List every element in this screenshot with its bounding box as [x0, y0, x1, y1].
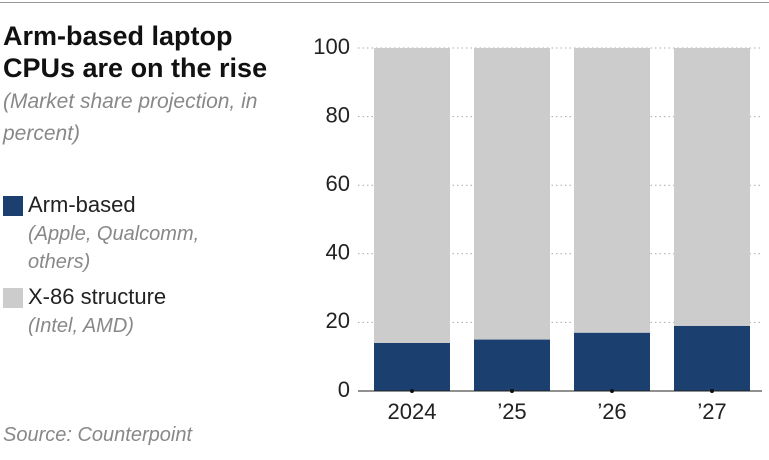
bar-segment [374, 342, 450, 391]
bar-segment [474, 48, 550, 340]
legend-description: (Apple, Qualcomm, others) [28, 223, 200, 273]
side-panel: Arm-based laptop CPUs are on the rise (M… [3, 20, 293, 346]
bar-segment [474, 339, 550, 391]
y-tick-label: 80 [326, 102, 350, 127]
bar-segment [674, 48, 750, 326]
x-tick-dot [510, 389, 514, 393]
top-rule [0, 2, 769, 3]
x-tick-dot [710, 389, 714, 393]
x-tick-dot [610, 389, 614, 393]
x-tick-dot [410, 389, 414, 393]
legend-item: X-86 structure (Intel, AMD) [3, 282, 293, 340]
legend-label: X-86 structure [28, 284, 167, 309]
y-tick-label: 40 [326, 240, 350, 265]
x-tick-label: 2024 [388, 399, 437, 424]
legend-swatch [3, 196, 23, 216]
y-tick-label: 60 [326, 171, 350, 196]
legend-text: Arm-based (Apple, Qualcomm, others) [28, 190, 258, 276]
chart-title: Arm-based laptop CPUs are on the rise [3, 21, 268, 83]
legend-label: Arm-based [28, 192, 136, 217]
bar-segment [374, 48, 450, 343]
legend-text: X-86 structure (Intel, AMD) [28, 282, 258, 340]
bar-segment [574, 48, 650, 333]
source: Source: Counterpoint [3, 424, 193, 446]
x-tick-label: ’25 [497, 399, 526, 424]
x-tick-label: ’26 [597, 399, 626, 424]
y-tick-label: 20 [326, 308, 350, 333]
chart-subtitle: (Market share projection, in percent) [3, 90, 258, 145]
bar-segment [674, 325, 750, 391]
legend-swatch [3, 288, 23, 308]
x-tick-label: ’27 [697, 399, 726, 424]
legend-item: Arm-based (Apple, Qualcomm, others) [3, 190, 293, 276]
y-tick-label: 100 [313, 34, 350, 59]
legend-description: (Intel, AMD) [28, 315, 134, 337]
legend: Arm-based (Apple, Qualcomm, others) X-86 s… [3, 190, 293, 340]
y-tick-label: 0 [338, 377, 350, 402]
bar-segment [574, 332, 650, 391]
